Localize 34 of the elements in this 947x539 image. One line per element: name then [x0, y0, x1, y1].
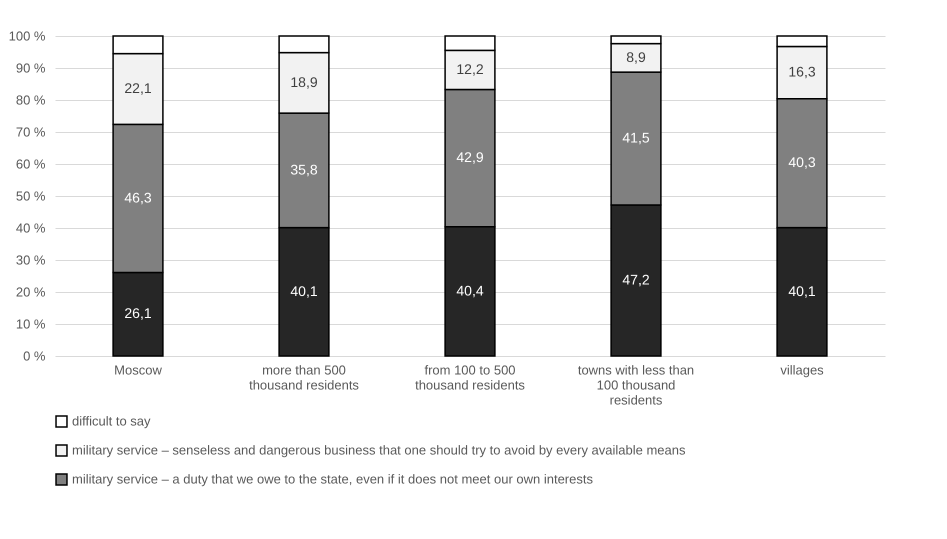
data-label: 8,9	[626, 48, 646, 65]
y-tick-label: 90 %	[16, 60, 46, 76]
y-tick-label: 10 %	[16, 316, 46, 332]
y-tick-label: 100 %	[8, 28, 46, 44]
y-tick-label: 60 %	[16, 156, 46, 172]
y-tick-label: 20 %	[16, 284, 46, 300]
x-tick-label: more than 500 thousand residents	[249, 362, 360, 392]
data-label: 18,9	[290, 74, 318, 90]
x-tick-label: from 100 to 500 thousand residents	[415, 362, 526, 392]
data-label: 41,5	[622, 130, 650, 146]
x-tick-label: Moscow	[114, 362, 162, 378]
y-tick-label: 40 %	[16, 220, 46, 236]
x-tick-label: villages	[780, 362, 824, 378]
y-tick-label: 0 %	[23, 348, 46, 364]
data-label: 26,1	[124, 305, 152, 322]
data-label: 12,2	[456, 60, 484, 77]
y-tick-label: 30 %	[16, 252, 46, 268]
legend-label: difficult to say	[72, 414, 152, 428]
data-label: 46,3	[124, 189, 152, 206]
data-label: 40,3	[788, 154, 816, 170]
data-label: 16,3	[788, 64, 816, 80]
x-tick-label: towns with less than 100 thousand residents	[578, 362, 694, 408]
data-label: 40,1	[788, 282, 816, 299]
data-label: 42,9	[456, 149, 484, 166]
data-label: 40,1	[290, 282, 318, 299]
legend-label: military service – a duty that we owe to the state, even if it does not meet our own interests	[72, 472, 594, 486]
y-tick-label: 50 %	[16, 188, 46, 204]
data-label: 47,2	[622, 271, 650, 288]
y-tick-label: 80 %	[16, 92, 46, 108]
data-label: 22,1	[124, 80, 152, 96]
data-label: 35,8	[290, 161, 318, 178]
y-tick-label: 70 %	[16, 124, 46, 140]
legend-label: military service – senseless and dangerous business that one should try to avoid by every available means	[72, 442, 686, 458]
data-label: 40,4	[456, 282, 484, 298]
